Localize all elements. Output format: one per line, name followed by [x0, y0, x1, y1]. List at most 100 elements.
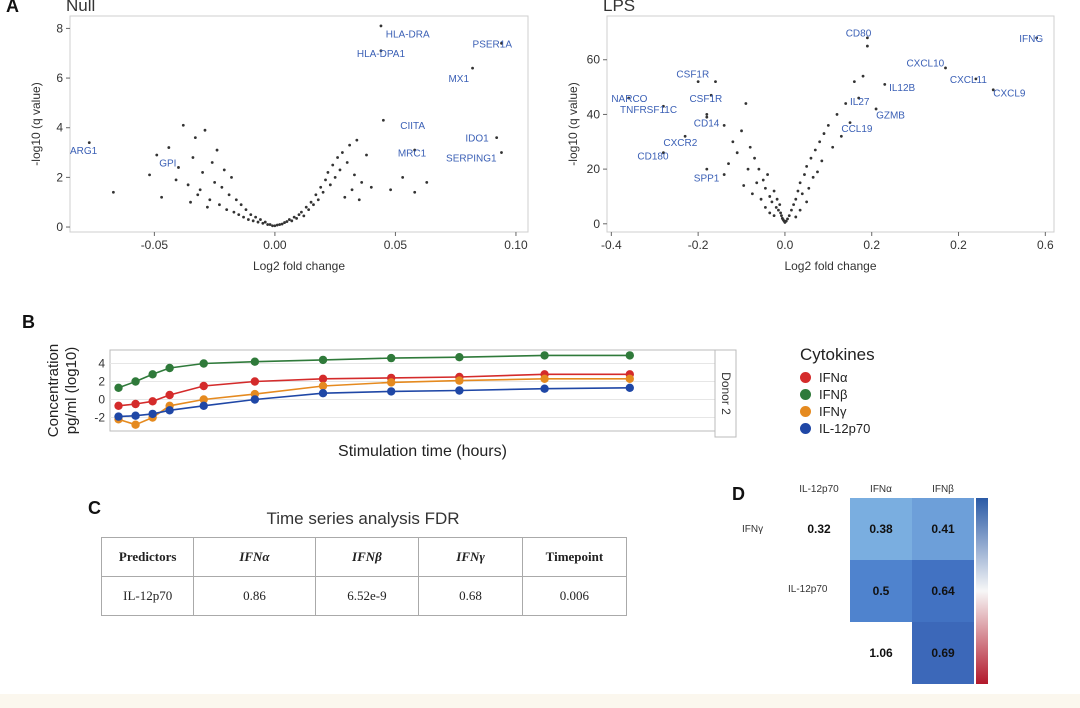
- gene-label: CD14: [694, 119, 720, 130]
- facet-strip: [714, 349, 737, 438]
- series-point: [131, 399, 140, 409]
- panel-label-a: A: [6, 0, 19, 16]
- heatmap-colorbar: [976, 498, 988, 684]
- data-point: [813, 148, 817, 152]
- data-point: [333, 175, 337, 179]
- y-axis-label: -log10 (q value): [29, 82, 43, 165]
- data-point: [735, 151, 739, 155]
- data-point: [210, 161, 214, 164]
- series-point: [148, 397, 157, 406]
- data-point: [234, 198, 238, 202]
- heatmap-column-label: IFNα: [870, 484, 892, 495]
- fdr-table: Predictors IFNα IFNβ IFNγ Timepoint IL-1…: [100, 537, 628, 616]
- data-point: [160, 195, 164, 199]
- heatmap-cell: 0.38: [850, 498, 912, 560]
- x-tick-label: -0.2: [688, 238, 709, 252]
- table-cell: 0.006: [521, 576, 628, 616]
- data-point: [662, 104, 665, 108]
- data-point: [309, 200, 313, 204]
- series-point: [148, 370, 157, 379]
- legend-label: IFNβ: [819, 387, 848, 402]
- data-point: [249, 213, 253, 217]
- data-point: [174, 178, 178, 182]
- series-point: [386, 353, 396, 363]
- panel-label-b: B: [22, 312, 35, 332]
- y-tick-label: 60: [587, 53, 601, 67]
- series-point: [199, 395, 208, 404]
- gene-label: IL27: [850, 97, 870, 108]
- table-header-cell: IFNβ: [314, 537, 420, 577]
- data-point: [326, 171, 330, 174]
- page-bottom-band: [0, 694, 1080, 708]
- gene-label: SERPING1: [446, 154, 497, 165]
- data-point: [662, 151, 665, 155]
- legend-swatch: [800, 372, 811, 383]
- data-point: [755, 181, 759, 185]
- data-point: [314, 193, 318, 197]
- data-point: [389, 188, 392, 192]
- data-point: [500, 151, 503, 154]
- data-point: [471, 66, 474, 70]
- series-point: [540, 384, 549, 393]
- data-point: [292, 215, 296, 219]
- y-tick-label: 2: [98, 375, 105, 389]
- data-point: [251, 219, 255, 223]
- gene-label: CIITA: [400, 121, 425, 132]
- y-tick-label: 8: [56, 21, 63, 35]
- series-point: [148, 409, 157, 419]
- data-point: [244, 208, 248, 212]
- y-axis-label-line2: pg/ml (log10): [63, 347, 80, 435]
- data-point: [796, 189, 800, 193]
- data-point: [283, 221, 286, 224]
- data-point: [290, 219, 294, 223]
- y-tick-label: 0: [593, 217, 600, 231]
- data-point: [844, 102, 848, 105]
- data-point: [242, 215, 245, 219]
- data-point: [852, 80, 856, 84]
- table-header-cell: IFNγ: [418, 537, 523, 577]
- heatmap-cell: 0.69: [912, 622, 974, 684]
- y-tick-label: 0: [56, 220, 63, 234]
- gene-label: CXCL11: [950, 75, 987, 86]
- data-point: [883, 82, 887, 86]
- data-point: [807, 186, 811, 190]
- chart-title: LPS: [603, 0, 635, 15]
- legend-swatch: [800, 389, 811, 400]
- data-point: [772, 189, 776, 193]
- data-point: [167, 146, 171, 149]
- data-point: [193, 136, 197, 140]
- data-point: [768, 211, 772, 215]
- volcano-null-plot: Null -0.05 0.00 0.05 0.10 0 2 4 6 8 Log2 fold chan…: [29, 0, 529, 273]
- heatmap-cell: 0.64: [912, 560, 974, 622]
- data-point: [831, 145, 835, 149]
- series-point: [199, 401, 208, 410]
- facet-label: Donor 2: [719, 372, 733, 415]
- data-point: [324, 178, 327, 182]
- cytokine-timecourse-chart: -2 0 2 4 Donor 2 Stimulation time (hours) Conc…: [45, 344, 737, 460]
- data-point: [775, 197, 779, 201]
- data-point: [215, 148, 219, 152]
- data-point: [336, 156, 339, 159]
- correlation-heatmap: IL-12p70 IFNα IFNβ IFNγ IL-12p70 0.32 0.38 0.41…: [730, 476, 1080, 696]
- data-point: [757, 167, 761, 171]
- data-point: [811, 175, 815, 179]
- data-point: [627, 96, 631, 100]
- gene-label: IL12B: [889, 83, 915, 94]
- data-point: [709, 93, 713, 97]
- data-point: [974, 77, 978, 81]
- table-header-cell: IFNα: [193, 537, 316, 577]
- x-tick-label: 0.2: [863, 238, 880, 252]
- legend-item-ifng: IFNγ: [800, 403, 875, 420]
- data-point: [727, 162, 730, 166]
- chart-title: Null: [66, 0, 95, 15]
- panel-label-c: C: [88, 498, 101, 518]
- data-point: [256, 220, 260, 224]
- series-point: [131, 411, 140, 420]
- table-header-row: Predictors IFNα IFNβ IFNγ Timepoint: [100, 537, 628, 577]
- plot-frame: [606, 15, 1055, 233]
- data-point: [111, 190, 115, 194]
- gene-label: CXCL9: [993, 89, 1026, 100]
- gene-label: IFNG: [1019, 34, 1043, 45]
- x-tick-label: -0.4: [601, 238, 622, 252]
- data-point: [206, 205, 209, 209]
